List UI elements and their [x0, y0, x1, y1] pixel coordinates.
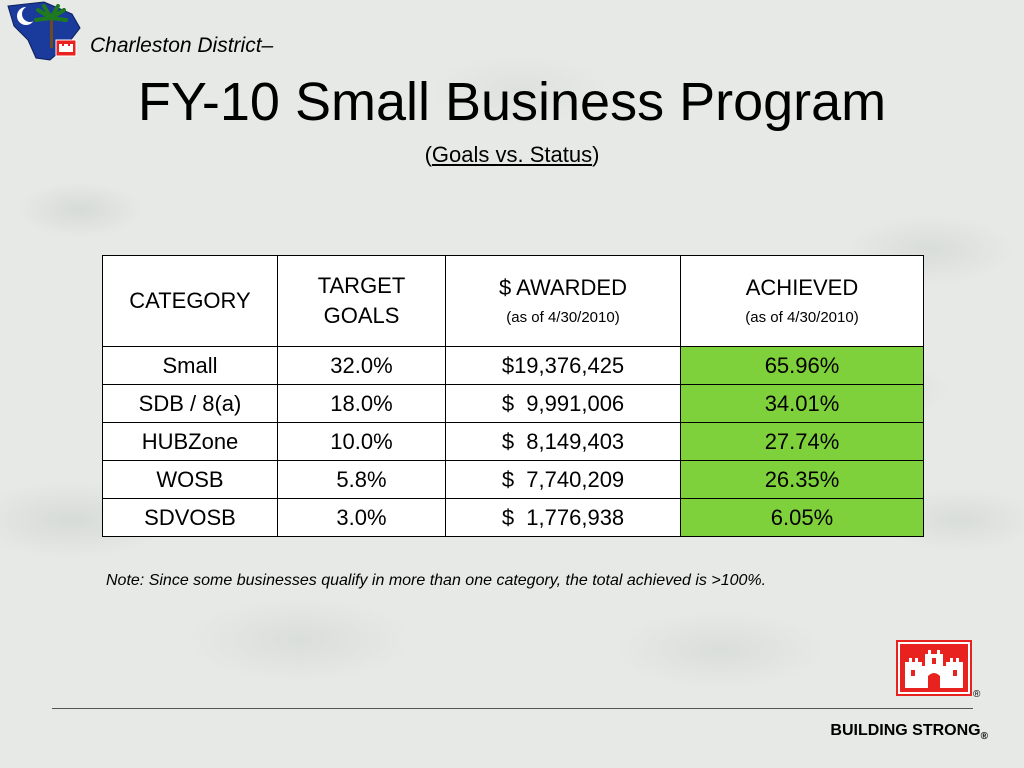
cell-target: 32.0%	[277, 346, 446, 385]
cell-awarded: $ 1,776,938	[445, 498, 681, 537]
table-row: Small 32.0% $19,376,425 65.96%	[102, 346, 924, 385]
subtitle-close-paren: )	[592, 142, 600, 167]
header-target-goals: TARGET GOALS	[277, 255, 446, 347]
tagline-registered-mark: ®	[980, 731, 988, 743]
cell-target: 3.0%	[277, 498, 446, 537]
cell-achieved: 65.96%	[680, 346, 924, 385]
cell-awarded: $ 8,149,403	[445, 422, 681, 461]
small-business-goals-table: CATEGORY TARGET GOALS $ AWARDED (as of 4/…	[102, 255, 924, 537]
palmetto-state-logo-icon	[7, 1, 81, 61]
table-row: SDB / 8(a) 18.0% $ 9,991,006 34.01%	[102, 384, 924, 423]
castle-icon	[896, 640, 972, 696]
table-row: HUBZone 10.0% $ 8,149,403 27.74%	[102, 422, 924, 461]
table-header-row: CATEGORY TARGET GOALS $ AWARDED (as of 4/…	[102, 255, 924, 347]
cell-target: 5.8%	[277, 460, 446, 499]
table-row: WOSB 5.8% $ 7,740,209 26.35%	[102, 460, 924, 499]
header-achieved-date: (as of 4/30/2010)	[745, 309, 859, 326]
cell-achieved: 34.01%	[680, 384, 924, 423]
footer-divider	[52, 708, 973, 709]
cell-achieved: 26.35%	[680, 460, 924, 499]
cell-category: SDB / 8(a)	[102, 384, 278, 423]
cell-target: 10.0%	[277, 422, 446, 461]
cell-category: SDVOSB	[102, 498, 278, 537]
header-awarded: $ AWARDED (as of 4/30/2010)	[445, 255, 681, 347]
header-category: CATEGORY	[102, 255, 278, 347]
cell-awarded: $19,376,425	[445, 346, 681, 385]
header-awarded-date: (as of 4/30/2010)	[506, 309, 620, 326]
cell-category: Small	[102, 346, 278, 385]
cell-category: WOSB	[102, 460, 278, 499]
subtitle-link[interactable]: Goals vs. Status	[431, 142, 593, 167]
header-achieved: ACHIEVED (as of 4/30/2010)	[680, 255, 924, 347]
building-strong-tagline: BUILDING STRONG®	[830, 722, 988, 742]
footnote: Note: Since some businesses qualify in m…	[106, 572, 767, 589]
cell-awarded: $ 7,740,209	[445, 460, 681, 499]
cell-awarded: $ 9,991,006	[445, 384, 681, 423]
district-label: Charleston District–	[90, 34, 274, 57]
cell-achieved: 27.74%	[680, 422, 924, 461]
page-title: FY-10 Small Business Program	[137, 72, 887, 132]
table-row: SDVOSB 3.0% $ 1,776,938 6.05%	[102, 498, 924, 537]
cell-category: HUBZone	[102, 422, 278, 461]
registered-mark: ®	[973, 689, 981, 700]
page-subtitle: (Goals vs. Status)	[0, 142, 1024, 168]
cell-target: 18.0%	[277, 384, 446, 423]
tagline-text: BUILDING STRONG	[830, 722, 981, 739]
cell-achieved: 6.05%	[680, 498, 924, 537]
subtitle-open-paren: (	[424, 142, 432, 167]
